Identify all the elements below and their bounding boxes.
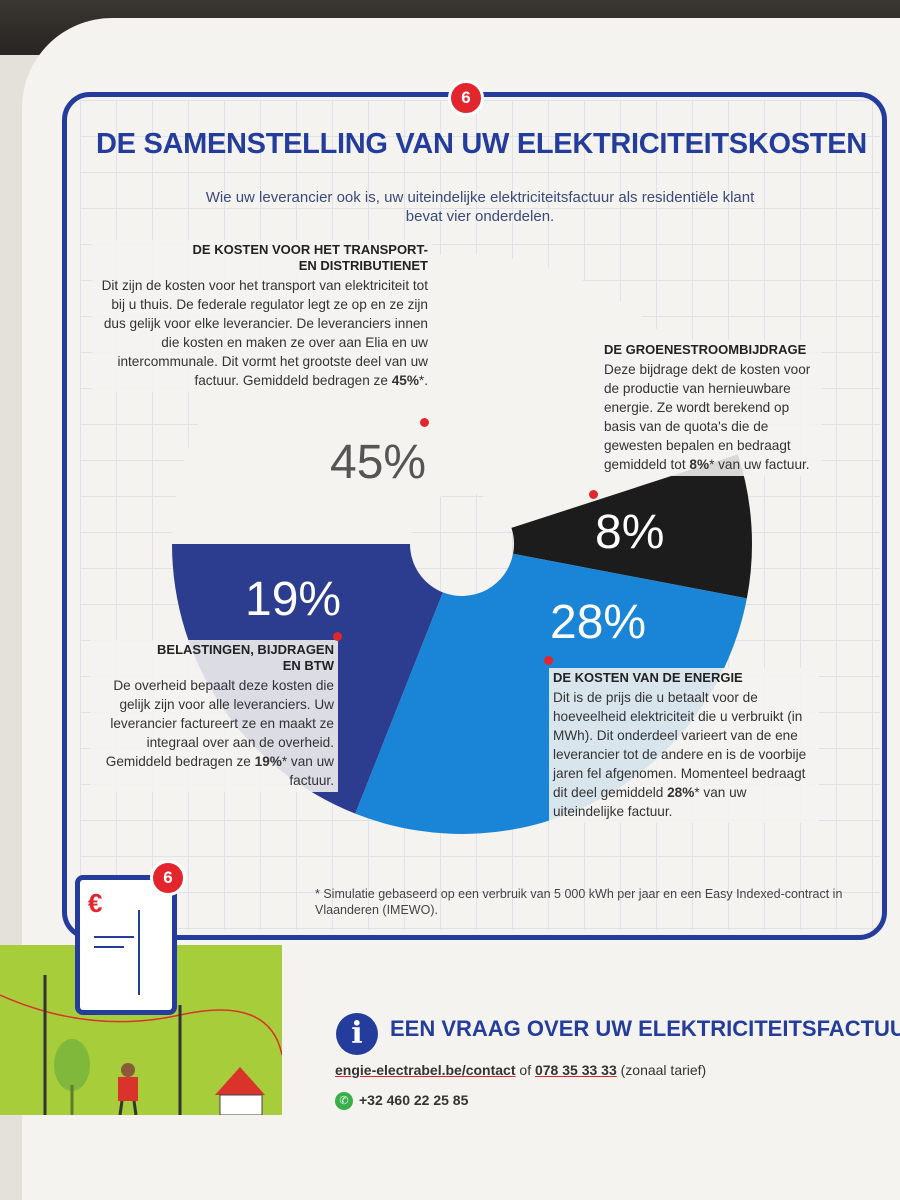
info-icon: i (336, 1013, 378, 1055)
contact-tariff: (zonaal tarief) (620, 1062, 707, 1078)
transport-text: Dit zijn de kosten voor het transport va… (101, 278, 428, 388)
energie-section: DE KOSTEN VAN DE ENERGIE Dit is de prijs… (549, 668, 819, 823)
belasting-heading-line1: BELASTINGEN, BIJDRAGEN (157, 642, 334, 657)
house-illustration (0, 975, 282, 1115)
whatsapp-number[interactable]: +32 460 22 25 85 (359, 1092, 469, 1108)
invoice-line (94, 946, 124, 948)
transport-section: DE KOSTEN VOOR HET TRANSPORT- EN DISTRIBU… (92, 240, 432, 392)
transport-suffix: *. (418, 373, 428, 388)
contact-or: of (519, 1062, 532, 1078)
euro-icon: € (88, 888, 103, 918)
belasting-heading-line2: EN BTW (282, 658, 334, 673)
energie-text: Dit is de prijs die u betaalt voor de ho… (553, 690, 807, 800)
energie-marker (544, 656, 553, 665)
energie-heading: DE KOSTEN VAN DE ENERGIE (553, 670, 743, 685)
belasting-value: 19% (254, 754, 282, 769)
pie-label-groene: 8% (595, 506, 665, 559)
invoice-line (94, 936, 134, 938)
whatsapp-line: ✆ +32 460 22 25 85 (335, 1092, 469, 1111)
groene-marker (589, 490, 598, 499)
invoice-line (138, 910, 140, 995)
transport-value: 45% (391, 373, 419, 388)
pie-label-belasting: 19% (245, 573, 342, 626)
contact-phone-link[interactable]: 078 35 33 33 (534, 1062, 617, 1078)
contact-title: EEN VRAAG OVER UW ELEKTRICITEITSFACTUUR? (390, 1016, 900, 1041)
contact-line: engie-electrabel.be/contact of 078 35 33… (335, 1062, 706, 1078)
belasting-text: De overheid bepaalt deze kosten die geli… (105, 678, 334, 769)
page-subtitle: Wie uw leverancier ook is, uw uiteindeli… (205, 189, 755, 225)
transport-heading-line1: DE KOSTEN VOOR HET TRANSPORT- (192, 242, 428, 257)
pie-label-energie: 28% (550, 596, 647, 649)
invoice-badge: 6 (150, 860, 186, 896)
pie-label-transport: 45% (330, 436, 427, 489)
belasting-marker (333, 632, 342, 641)
groene-suffix: * van uw factuur. (709, 457, 810, 472)
belasting-section: BELASTINGEN, BIJDRAGEN EN BTW De overheid… (90, 640, 338, 792)
page-number-badge: 6 (448, 80, 484, 116)
invoice-icon: € (75, 875, 177, 1015)
transport-heading-line2: EN DISTRIBUTIENET (298, 258, 428, 273)
page-title: DE SAMENSTELLING VAN UW ELEKTRICITEITSKO… (96, 128, 867, 160)
pie-slice-groene (511, 454, 753, 599)
groene-text: Deze bijdrage dekt de kosten voor de pro… (604, 362, 811, 472)
groene-section: DE GROENESTROOMBIJDRAGE Deze bijdrage de… (600, 340, 822, 476)
groene-heading: DE GROENESTROOMBIJDRAGE (604, 342, 807, 357)
footnote: * Simulatie gebaseerd op een verbruik va… (315, 887, 843, 917)
transport-marker (420, 418, 429, 427)
contact-url-link[interactable]: engie-electrabel.be/contact (335, 1062, 516, 1078)
whatsapp-icon: ✆ (335, 1092, 353, 1111)
groene-value: 8% (689, 457, 710, 472)
energie-value: 28% (667, 785, 695, 800)
energie-suffix: * van uw uiteindelijke factuur. (553, 785, 747, 819)
belasting-suffix: * van uw factuur. (281, 754, 334, 788)
